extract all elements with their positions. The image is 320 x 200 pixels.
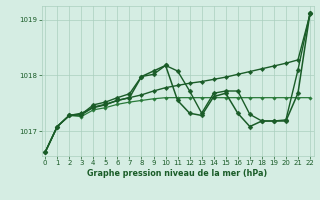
X-axis label: Graphe pression niveau de la mer (hPa): Graphe pression niveau de la mer (hPa) — [87, 169, 268, 178]
